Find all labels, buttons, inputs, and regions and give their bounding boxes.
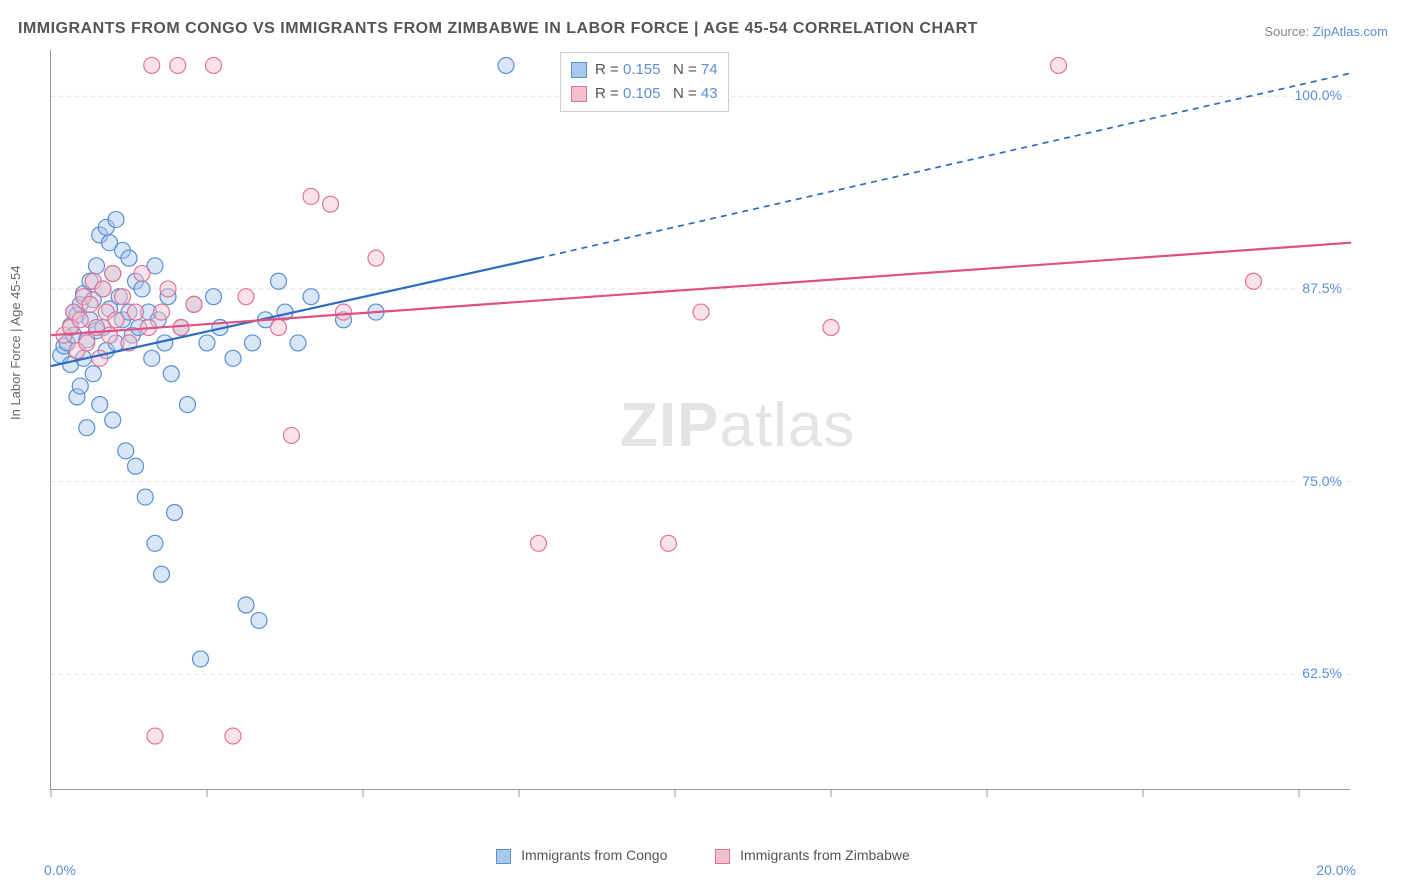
scatter-point xyxy=(79,335,95,351)
scatter-point xyxy=(180,397,196,413)
scatter-point xyxy=(92,397,108,413)
scatter-point xyxy=(82,296,98,312)
scatter-point xyxy=(115,289,131,305)
scatter-point xyxy=(290,335,306,351)
scatter-point xyxy=(167,505,183,521)
legend-swatch-zimbabwe xyxy=(715,849,730,864)
legend-swatch xyxy=(571,86,587,102)
scatter-point xyxy=(170,57,186,73)
scatter-svg xyxy=(51,50,1351,790)
scatter-point xyxy=(163,366,179,382)
scatter-point xyxy=(238,597,254,613)
scatter-point xyxy=(368,250,384,266)
chart-title: IMMIGRANTS FROM CONGO VS IMMIGRANTS FROM… xyxy=(18,20,978,38)
source-label: Source: xyxy=(1264,24,1309,39)
legend-label-congo: Immigrants from Congo xyxy=(521,847,667,863)
scatter-point xyxy=(303,188,319,204)
n-label: N = xyxy=(660,85,700,102)
legend-item-zimbabwe: Immigrants from Zimbabwe xyxy=(715,847,909,864)
legend-item-congo: Immigrants from Congo xyxy=(496,847,667,864)
scatter-point xyxy=(144,57,160,73)
scatter-point xyxy=(323,196,339,212)
scatter-point xyxy=(661,535,677,551)
scatter-point xyxy=(105,412,121,428)
source-link[interactable]: ZipAtlas.com xyxy=(1313,24,1388,39)
scatter-point xyxy=(303,289,319,305)
r-label: R = xyxy=(595,61,623,78)
scatter-point xyxy=(154,566,170,582)
y-tick-label: 75.0% xyxy=(1300,473,1344,489)
scatter-point xyxy=(225,350,241,366)
scatter-point xyxy=(137,489,153,505)
bottom-legend: Immigrants from Congo Immigrants from Zi… xyxy=(0,847,1406,864)
scatter-point xyxy=(251,612,267,628)
y-axis-label: In Labor Force | Age 45-54 xyxy=(8,266,23,420)
scatter-point xyxy=(1246,273,1262,289)
scatter-point xyxy=(154,304,170,320)
scatter-point xyxy=(498,57,514,73)
legend-swatch xyxy=(571,62,587,78)
scatter-point xyxy=(199,335,215,351)
source-attribution: Source: ZipAtlas.com xyxy=(1264,24,1388,39)
scatter-point xyxy=(238,289,254,305)
scatter-point xyxy=(284,427,300,443)
scatter-point xyxy=(1051,57,1067,73)
scatter-point xyxy=(245,335,261,351)
y-tick-label: 62.5% xyxy=(1300,665,1344,681)
n-label: N = xyxy=(660,61,700,78)
scatter-point xyxy=(186,296,202,312)
scatter-point xyxy=(173,320,189,336)
correlation-legend: R = 0.155 N = 74R = 0.105 N = 43 xyxy=(560,52,729,112)
y-tick-label: 100.0% xyxy=(1293,87,1344,103)
scatter-point xyxy=(134,266,150,282)
y-tick-label: 87.5% xyxy=(1300,280,1344,296)
scatter-point xyxy=(108,312,124,328)
scatter-point xyxy=(193,651,209,667)
scatter-point xyxy=(336,304,352,320)
r-value: 0.105 xyxy=(623,85,661,102)
x-axis-min: 0.0% xyxy=(44,862,76,878)
scatter-point xyxy=(134,281,150,297)
correlation-legend-row: R = 0.105 N = 43 xyxy=(571,82,718,106)
r-value: 0.155 xyxy=(623,61,661,78)
scatter-point xyxy=(92,350,108,366)
scatter-point xyxy=(225,728,241,744)
scatter-point xyxy=(79,420,95,436)
scatter-point xyxy=(271,320,287,336)
scatter-point xyxy=(206,57,222,73)
plot-area: 62.5% 75.0% 87.5% 100.0% xyxy=(50,50,1350,790)
scatter-point xyxy=(72,378,88,394)
n-value: 74 xyxy=(701,61,718,78)
scatter-point xyxy=(160,281,176,297)
scatter-point xyxy=(85,366,101,382)
legend-swatch-congo xyxy=(496,849,511,864)
scatter-point xyxy=(144,350,160,366)
scatter-point xyxy=(118,443,134,459)
n-value: 43 xyxy=(701,85,718,102)
legend-label-zimbabwe: Immigrants from Zimbabwe xyxy=(740,847,910,863)
correlation-legend-row: R = 0.155 N = 74 xyxy=(571,58,718,82)
scatter-point xyxy=(105,266,121,282)
scatter-point xyxy=(89,258,105,274)
scatter-point xyxy=(147,728,163,744)
scatter-point xyxy=(531,535,547,551)
chart-container: IMMIGRANTS FROM CONGO VS IMMIGRANTS FROM… xyxy=(0,0,1406,892)
scatter-point xyxy=(108,212,124,228)
scatter-point xyxy=(72,312,88,328)
scatter-point xyxy=(147,535,163,551)
scatter-point xyxy=(95,281,111,297)
scatter-point xyxy=(271,273,287,289)
x-axis-max: 20.0% xyxy=(1316,862,1356,878)
scatter-point xyxy=(823,320,839,336)
scatter-point xyxy=(206,289,222,305)
scatter-point xyxy=(128,458,144,474)
scatter-point xyxy=(121,250,137,266)
r-label: R = xyxy=(595,85,623,102)
scatter-point xyxy=(128,304,144,320)
scatter-point xyxy=(693,304,709,320)
